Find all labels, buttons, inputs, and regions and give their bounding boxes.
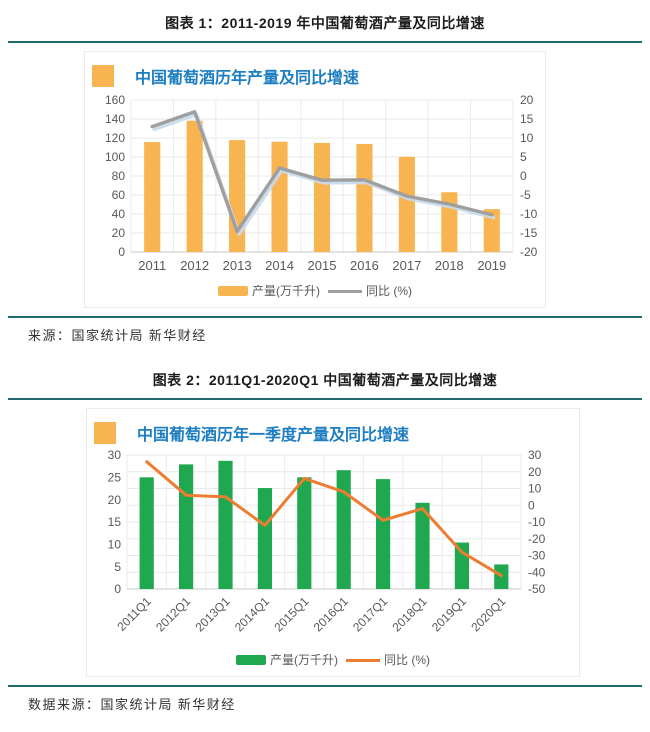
svg-text:-20: -20	[520, 245, 538, 259]
svg-text:2011: 2011	[138, 258, 166, 273]
chart-svg-1: 0 5 10 15 20 25 30 -50 -40 -30 -20 -10 0 10 20 30 2011Q1…	[108, 448, 546, 634]
svg-text:2014Q1: 2014Q1	[232, 594, 272, 634]
svg-text:2018: 2018	[435, 258, 464, 273]
legend-item: 同比 (%)	[328, 284, 412, 298]
chart1-title-marker-icon	[92, 65, 114, 87]
svg-text:2015Q1: 2015Q1	[271, 594, 311, 634]
svg-text:-50: -50	[528, 582, 546, 596]
svg-text:2012Q1: 2012Q1	[153, 594, 193, 634]
svg-text:-10: -10	[528, 515, 546, 529]
svg-text:5: 5	[520, 150, 527, 164]
legend-label: 产量(万千升)	[270, 653, 338, 667]
legend-item: 产量(万千升)	[218, 284, 320, 298]
svg-text:15: 15	[520, 112, 534, 126]
legend-label: 同比 (%)	[366, 284, 412, 298]
figure2-bottom-divider	[8, 685, 642, 687]
axis-tick-labels: 0 20 40 60 80 100 120 140 160 -20 -15 -10 -5 0 5 10 15 20	[105, 93, 538, 259]
chart2-title-row: 中国葡萄酒历年一季度产量及同比增速	[87, 409, 579, 447]
figure2-top-divider	[8, 398, 642, 400]
svg-text:2017: 2017	[392, 258, 421, 273]
chart1-plot: 0 20 40 60 80 100 120 140 160 -20 -15 -10 -5 0 5 10 15 20…	[85, 90, 545, 282]
svg-text:25: 25	[108, 471, 122, 485]
svg-text:2019Q1: 2019Q1	[429, 594, 469, 634]
line-series	[145, 460, 503, 578]
chart1-legend: 产量(万千升) 同比 (%)	[85, 282, 545, 307]
svg-text:0: 0	[520, 169, 527, 183]
figure2-caption: 图表 2：2011Q1-2020Q1 中国葡萄酒产量及同比增速	[152, 372, 498, 388]
svg-text:2017Q1: 2017Q1	[350, 594, 390, 634]
svg-text:0: 0	[118, 245, 125, 259]
bar-series	[144, 120, 500, 253]
x-axis-labels: 2011 2012 2013 2014 2015 2016 2017 2018 2019	[138, 258, 506, 273]
legend-item: 产量(万千升)	[236, 653, 338, 667]
svg-text:10: 10	[528, 482, 542, 496]
svg-text:0: 0	[528, 498, 535, 512]
svg-text:160: 160	[105, 93, 125, 107]
svg-text:2020Q1: 2020Q1	[468, 594, 508, 634]
svg-text:-40: -40	[528, 565, 546, 579]
chart1-title-row: 中国葡萄酒历年产量及同比增速	[85, 52, 545, 90]
line-series	[150, 110, 496, 236]
chart2-title: 中国葡萄酒历年一季度产量及同比增速	[137, 427, 410, 444]
figure1-caption: 图表 1：2011-2019 年中国葡萄酒产量及同比增速	[165, 15, 485, 31]
legend-line-swatch-icon	[328, 289, 362, 293]
svg-text:2012: 2012	[180, 258, 209, 273]
svg-text:30: 30	[528, 448, 542, 462]
svg-text:2013Q1: 2013Q1	[193, 594, 233, 634]
svg-text:100: 100	[105, 150, 125, 164]
figure1-source: 来源：国家统计局 新华财经	[28, 328, 207, 343]
svg-text:2011Q1: 2011Q1	[114, 594, 154, 634]
svg-text:5: 5	[114, 560, 121, 574]
svg-text:2013: 2013	[223, 258, 252, 273]
svg-text:10: 10	[108, 538, 122, 552]
legend-label: 产量(万千升)	[252, 284, 320, 298]
svg-text:0: 0	[114, 582, 121, 596]
legend-bar-swatch-icon	[218, 286, 248, 296]
chart2-plot: 0 5 10 15 20 25 30 -50 -40 -30 -20 -10 0 10 20 30 2011Q1…	[87, 447, 579, 651]
figure1-chart-panel: 中国葡萄酒历年产量及同比增速 0 20 40 60 80 100 120 140 160 -20-…	[84, 51, 546, 308]
legend-item: 同比 (%)	[346, 653, 430, 667]
figure2-chart-panel: 中国葡萄酒历年一季度产量及同比增速 0 5 10 15 20 25 30 -50 -40 -30 -…	[86, 408, 580, 677]
x-axis-labels: 2011Q1 2012Q1 2013Q1 2014Q1 2015Q1 2016Q1 2017…	[114, 594, 508, 634]
svg-text:2018Q1: 2018Q1	[390, 594, 430, 634]
legend-bar-swatch-icon	[236, 655, 266, 665]
svg-text:80: 80	[112, 169, 126, 183]
axis-tick-labels: 0 5 10 15 20 25 30 -50 -40 -30 -20 -10 0 10 20 30	[108, 448, 546, 596]
svg-text:-5: -5	[520, 188, 531, 202]
legend-label: 同比 (%)	[384, 653, 430, 667]
svg-text:30: 30	[108, 448, 122, 462]
chart-svg-0: 0 20 40 60 80 100 120 140 160 -20 -15 -10 -5 0 5 10 15 20…	[105, 93, 538, 273]
legend-line-swatch-icon	[346, 658, 380, 662]
chart1-title: 中国葡萄酒历年产量及同比增速	[135, 70, 360, 87]
svg-text:2015: 2015	[308, 258, 337, 273]
svg-text:15: 15	[108, 515, 122, 529]
svg-text:10: 10	[520, 131, 534, 145]
svg-text:20: 20	[112, 226, 126, 240]
svg-text:-10: -10	[520, 207, 538, 221]
figure2-source: 数据来源：国家统计局 新华财经	[28, 697, 236, 712]
svg-text:140: 140	[105, 112, 125, 126]
figure1-bottom-divider	[8, 316, 642, 318]
svg-text:20: 20	[520, 93, 534, 107]
svg-text:2019: 2019	[477, 258, 506, 273]
chart2-legend: 产量(万千升) 同比 (%)	[87, 651, 579, 676]
svg-text:20: 20	[528, 465, 542, 479]
svg-text:-15: -15	[520, 226, 538, 240]
svg-text:20: 20	[108, 493, 122, 507]
svg-text:2014: 2014	[265, 258, 294, 273]
svg-text:-20: -20	[528, 532, 546, 546]
svg-text:40: 40	[112, 207, 126, 221]
svg-text:2016Q1: 2016Q1	[311, 594, 351, 634]
chart2-title-marker-icon	[94, 422, 116, 444]
svg-text:60: 60	[112, 188, 126, 202]
svg-text:2016: 2016	[350, 258, 379, 273]
svg-text:-30: -30	[528, 549, 546, 563]
svg-text:120: 120	[105, 131, 125, 145]
figure1-top-divider	[8, 41, 642, 43]
